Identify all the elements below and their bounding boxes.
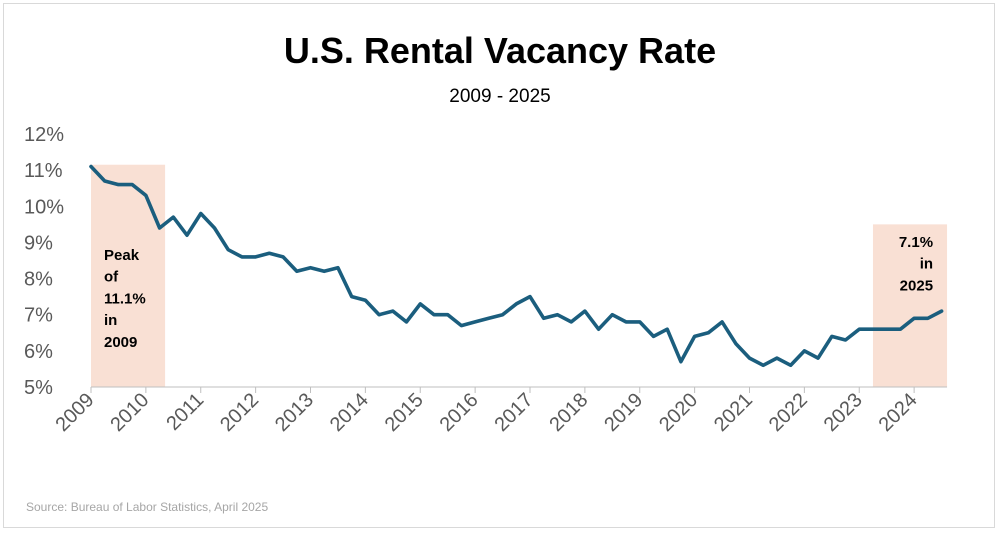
y-tick-label: 12% [24, 124, 64, 146]
series-line [89, 164, 944, 368]
y-tick-label: 5% [24, 377, 53, 399]
annotation-text: Peak [104, 247, 140, 264]
x-tick-label: 2021 [710, 389, 757, 436]
x-tick-label: 2017 [491, 389, 538, 436]
x-tick-label: 2010 [106, 389, 153, 436]
y-tick-label: 10% [24, 196, 64, 218]
x-tick-label: 2019 [600, 389, 647, 436]
x-tick-label: 2014 [326, 389, 373, 436]
chart-subtitle: 2009 - 2025 [449, 86, 551, 107]
series-layer [89, 164, 944, 368]
x-tick-label: 2013 [271, 389, 318, 436]
x-tick-label: 2011 [162, 389, 208, 435]
source-note: Source: Bureau of Labor Statistics, Apri… [26, 500, 269, 514]
y-tick-label: 7% [24, 305, 53, 327]
annotation-text: 11.1% [104, 290, 146, 307]
annotation-text: 2009 [104, 334, 137, 351]
annotation-text: of [104, 269, 119, 286]
x-tick-label: 2012 [216, 389, 263, 436]
x-tick-label: 2022 [765, 389, 812, 436]
x-tick-label: 2009 [52, 389, 99, 436]
x-tick-label: 2024 [875, 389, 922, 436]
x-tick-label: 2018 [545, 389, 592, 436]
x-tick-label: 2023 [820, 389, 867, 436]
x-axis: 2009 2010 2011 2012 2013 2014 2015 2016 2017 2018… [52, 386, 948, 436]
chart-frame [3, 3, 995, 528]
y-tick-label: 9% [24, 232, 53, 254]
x-tick-label: 2016 [436, 389, 483, 436]
highlight-layer [91, 164, 948, 387]
annotation-layer: Peak of 11.1% in 2009 7.1% in 2025 [104, 234, 933, 351]
annotation-text: 2025 [900, 277, 933, 294]
annotation-text: 7.1% [899, 234, 933, 251]
highlight-box [872, 224, 948, 387]
annotation-text: in [920, 256, 933, 273]
annotation-text: in [104, 312, 117, 329]
y-axis: 5% 6% 7% 8% 9% 10% 11% 12% [24, 124, 64, 399]
x-tick-label: 2015 [381, 389, 428, 436]
y-tick-label: 11% [24, 160, 63, 182]
y-tick-label: 8% [24, 269, 53, 291]
y-tick-label: 6% [24, 341, 53, 363]
highlight-box [91, 164, 166, 387]
chart-title: U.S. Rental Vacancy Rate [283, 30, 717, 71]
x-tick-label: 2020 [655, 389, 702, 436]
